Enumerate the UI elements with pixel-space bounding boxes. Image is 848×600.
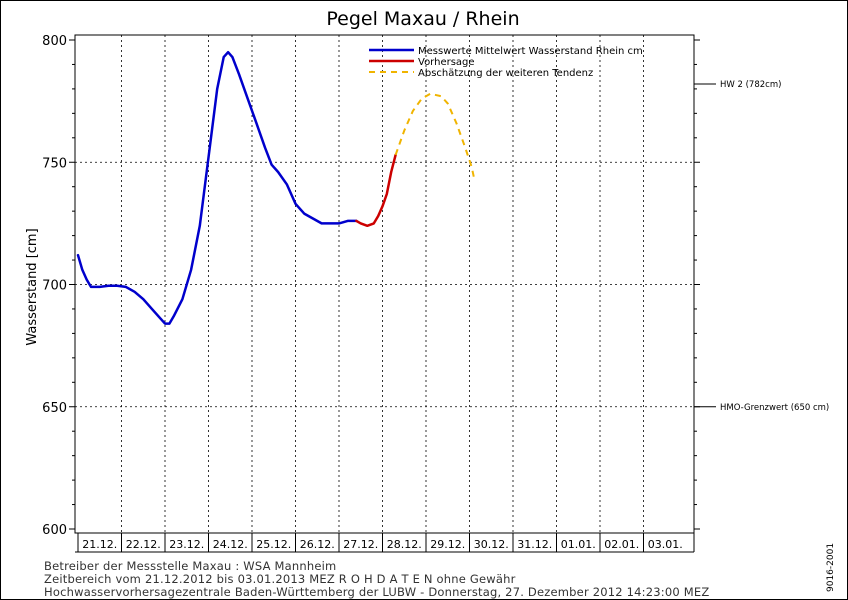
series-line-tendency: [394, 92, 475, 178]
series-line-forecast: [355, 153, 397, 228]
reference-line-label: HW 2 (782cm): [720, 80, 781, 90]
footer-source: Hochwasservorhersagezentrale Baden-Württ…: [44, 585, 710, 599]
x-tick-label: 31.12.: [517, 538, 552, 551]
x-tick-label: 03.01.: [648, 538, 683, 551]
legend: Messwerte Mittelwert Wasserstand Rhein c…: [369, 46, 643, 79]
y-tick-marks: 600 650 700 750 800: [42, 34, 700, 538]
x-tick-label: 22.12.: [126, 538, 161, 551]
x-tick-label: 21.12.: [82, 538, 117, 551]
x-tick-label: 26.12.: [300, 538, 335, 551]
footer-operator: Betreiber der Messstelle Maxau : WSA Man…: [44, 559, 337, 573]
x-axis: 21.12. 22.12. 23.12. 24.12. 25.12. 26.12. 27.1…: [75, 533, 695, 553]
series-line-measured: [76, 50, 358, 325]
grid: [75, 35, 694, 533]
x-tick-label: 27.12.: [343, 538, 378, 551]
x-tick-label: 25.12.: [256, 538, 291, 551]
y-tick-label: 800: [42, 34, 67, 49]
y-axis-label: Wasserstand [cm]: [25, 228, 40, 345]
x-tick-label: 23.12.: [169, 538, 204, 551]
y-tick-label: 750: [42, 156, 67, 171]
x-tick-label: 29.12.: [430, 538, 465, 551]
data-series: [76, 50, 475, 325]
reference-line-label: HMO-Grenzwert (650 cm): [720, 403, 829, 413]
x-tick-label: 01.01.: [561, 538, 596, 551]
legend-label-measured: Messwerte Mittelwert Wasserstand Rhein c…: [418, 46, 643, 57]
plot-area: [74, 34, 695, 534]
x-tick-label: 30.12.: [474, 538, 509, 551]
y-tick-label: 650: [42, 401, 67, 416]
y-tick-label: 600: [42, 523, 67, 538]
chart-title: Pegel Maxau / Rhein: [326, 8, 519, 30]
legend-label-tendency: Abschätzung der weiteren Tendenz: [418, 68, 593, 79]
x-tick-label: 02.01.: [604, 538, 639, 551]
chart-code: 9016-2001: [826, 542, 836, 592]
y-tick-label: 700: [42, 279, 67, 294]
legend-label-forecast: Vorhersage: [418, 57, 475, 68]
x-tick-label: 24.12.: [213, 538, 248, 551]
x-tick-label: 28.12.: [387, 538, 422, 551]
footer-time-range: Zeitbereich vom 21.12.2012 bis 03.01.201…: [44, 572, 516, 586]
reference-lines: HW 2 (782cm) HMO-Grenzwert (650 cm): [694, 80, 829, 413]
